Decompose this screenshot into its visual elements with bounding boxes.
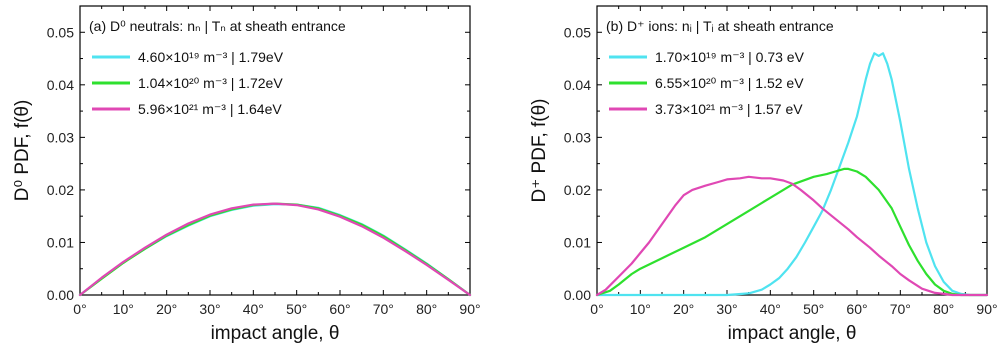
- x-tick-label: 40°: [243, 301, 264, 317]
- y-tick-label: 0.01: [564, 234, 591, 250]
- y-tick-label: 0.03: [47, 129, 74, 145]
- x-tick-label: 70°: [890, 301, 911, 317]
- x-tick-label: 50°: [803, 301, 824, 317]
- x-tick-label: 0°: [73, 301, 86, 317]
- y-tick-label: 0.05: [47, 24, 74, 40]
- x-tick-label: 40°: [760, 301, 781, 317]
- x-tick-label: 70°: [373, 301, 394, 317]
- y-tick-label: 0.00: [47, 287, 74, 303]
- x-tick-label: 60°: [329, 301, 350, 317]
- x-tick-label: 90°: [459, 301, 480, 317]
- x-tick-label: 30°: [199, 301, 220, 317]
- legend-entry: 1.04×10²⁰ m⁻³ | 1.72eV: [138, 75, 283, 91]
- x-tick-label: 0°: [590, 301, 603, 317]
- x-tick-label: 50°: [286, 301, 307, 317]
- y-axis-label: D⁰ PDF, f(θ): [12, 100, 33, 202]
- legend-entry: 3.73×10²¹ m⁻³ | 1.57 eV: [655, 101, 803, 117]
- x-tick-label: 90°: [976, 301, 997, 317]
- series-line-3: [595, 175, 989, 297]
- panel-b-ions: 0° 10° 20° 30° 40° 50° 60° 70° 80° 90° 0.00 0.01 0.0…: [529, 5, 998, 344]
- panel-title: (b) D⁺ ions: nᵢ | Tᵢ at sheath entrance: [606, 18, 834, 34]
- y-tick-label: 0.05: [564, 24, 591, 40]
- x-tick-label: 10°: [113, 301, 134, 317]
- x-axis-label: impact angle, θ: [211, 323, 340, 344]
- series-line-1: [78, 203, 472, 297]
- x-tick-label: 80°: [416, 301, 437, 317]
- y-tick-label: 0.02: [564, 182, 591, 198]
- legend-entry: 5.96×10²¹ m⁻³ | 1.64eV: [138, 101, 282, 117]
- x-tick-label: 60°: [846, 301, 867, 317]
- x-tick-label: 20°: [156, 301, 177, 317]
- x-axis-label: impact angle, θ: [728, 323, 857, 344]
- panel-title: (a) D⁰ neutrals: nₙ | Tₙ at sheath entra…: [89, 18, 346, 34]
- series-line-3: [78, 202, 472, 297]
- y-tick-label: 0.04: [564, 77, 591, 93]
- y-tick-label: 0.04: [47, 77, 74, 93]
- y-tick-label: 0.02: [47, 182, 74, 198]
- x-tick-label: 80°: [933, 301, 954, 317]
- legend-entry: 6.55×10²⁰ m⁻³ | 1.52 eV: [655, 75, 804, 91]
- panel-a-neutrals: 0° 10° 20° 30° 40° 50° 60° 70° 80° 90° 0.00 0.01 0.0…: [12, 5, 481, 344]
- x-tick-label: 20°: [673, 301, 694, 317]
- series-line-1: [595, 52, 989, 297]
- x-tick-label: 10°: [630, 301, 651, 317]
- legend-entry: 4.60×10¹⁹ m⁻³ | 1.79eV: [138, 49, 284, 65]
- legend-entry: 1.70×10¹⁹ m⁻³ | 0.73 eV: [655, 49, 805, 65]
- x-tick-label: 30°: [716, 301, 737, 317]
- y-tick-label: 0.01: [47, 234, 74, 250]
- y-tick-label: 0.00: [564, 287, 591, 303]
- y-tick-label: 0.03: [564, 129, 591, 145]
- series-line-2: [78, 202, 472, 297]
- y-axis-label: D⁺ PDF, f(θ): [529, 99, 550, 203]
- series-line-2: [595, 167, 989, 297]
